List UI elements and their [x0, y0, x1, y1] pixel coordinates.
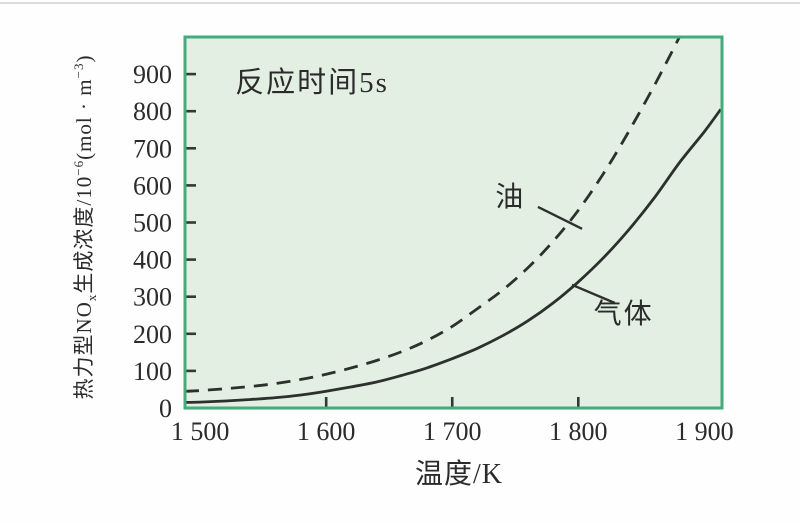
plot-border [183, 35, 724, 410]
y-tick-label: 300 [133, 283, 172, 312]
y-tick-label: 800 [133, 97, 172, 126]
y-tick-label: 900 [133, 60, 172, 89]
x-axis-label: 温度/K [414, 459, 504, 490]
curves-group [185, 37, 722, 404]
y-axis-label-part: 热力型NO [71, 301, 96, 400]
plot-area [185, 37, 722, 408]
y-axis-label-part: x [84, 293, 100, 302]
series-label-oil: 油 [495, 181, 525, 213]
x-tick-label: 1 500 [171, 417, 230, 446]
x-tick-label: 1 800 [549, 417, 608, 446]
scan-edge-line [0, 2, 800, 4]
y-tick-label: 400 [133, 246, 172, 275]
leader-line-gas [571, 283, 616, 305]
y-axis-label-part: ) [71, 54, 96, 63]
y-axis-label-part: (mol · m [71, 78, 96, 160]
curve-oil [185, 37, 682, 393]
y-tick-label: 200 [133, 320, 172, 349]
y-tick-label: 700 [133, 134, 172, 163]
y-tick-label: 0 [159, 394, 172, 423]
y-tick-label: 100 [133, 357, 172, 386]
y-axis-label-part: 生成浓度/10 [71, 175, 96, 294]
series-label-gas: 气体 [594, 298, 654, 330]
y-axis-label-part: −6 [70, 159, 86, 176]
annotation-reaction-time: 反应时间5s [235, 67, 389, 99]
y-axis-label: 热力型NOx生成浓度/10−6(mol · m−3) [68, 55, 100, 400]
y-axis-label-part: −3 [70, 62, 86, 79]
y-tick-label: 500 [133, 209, 172, 238]
leader-line-oil [537, 205, 583, 230]
curve-gas [185, 108, 722, 404]
x-tick-label: 1 600 [297, 417, 356, 446]
y-tick-label: 600 [133, 171, 172, 200]
x-tick-label: 1 900 [675, 417, 734, 446]
x-tick-label: 1 700 [423, 417, 482, 446]
